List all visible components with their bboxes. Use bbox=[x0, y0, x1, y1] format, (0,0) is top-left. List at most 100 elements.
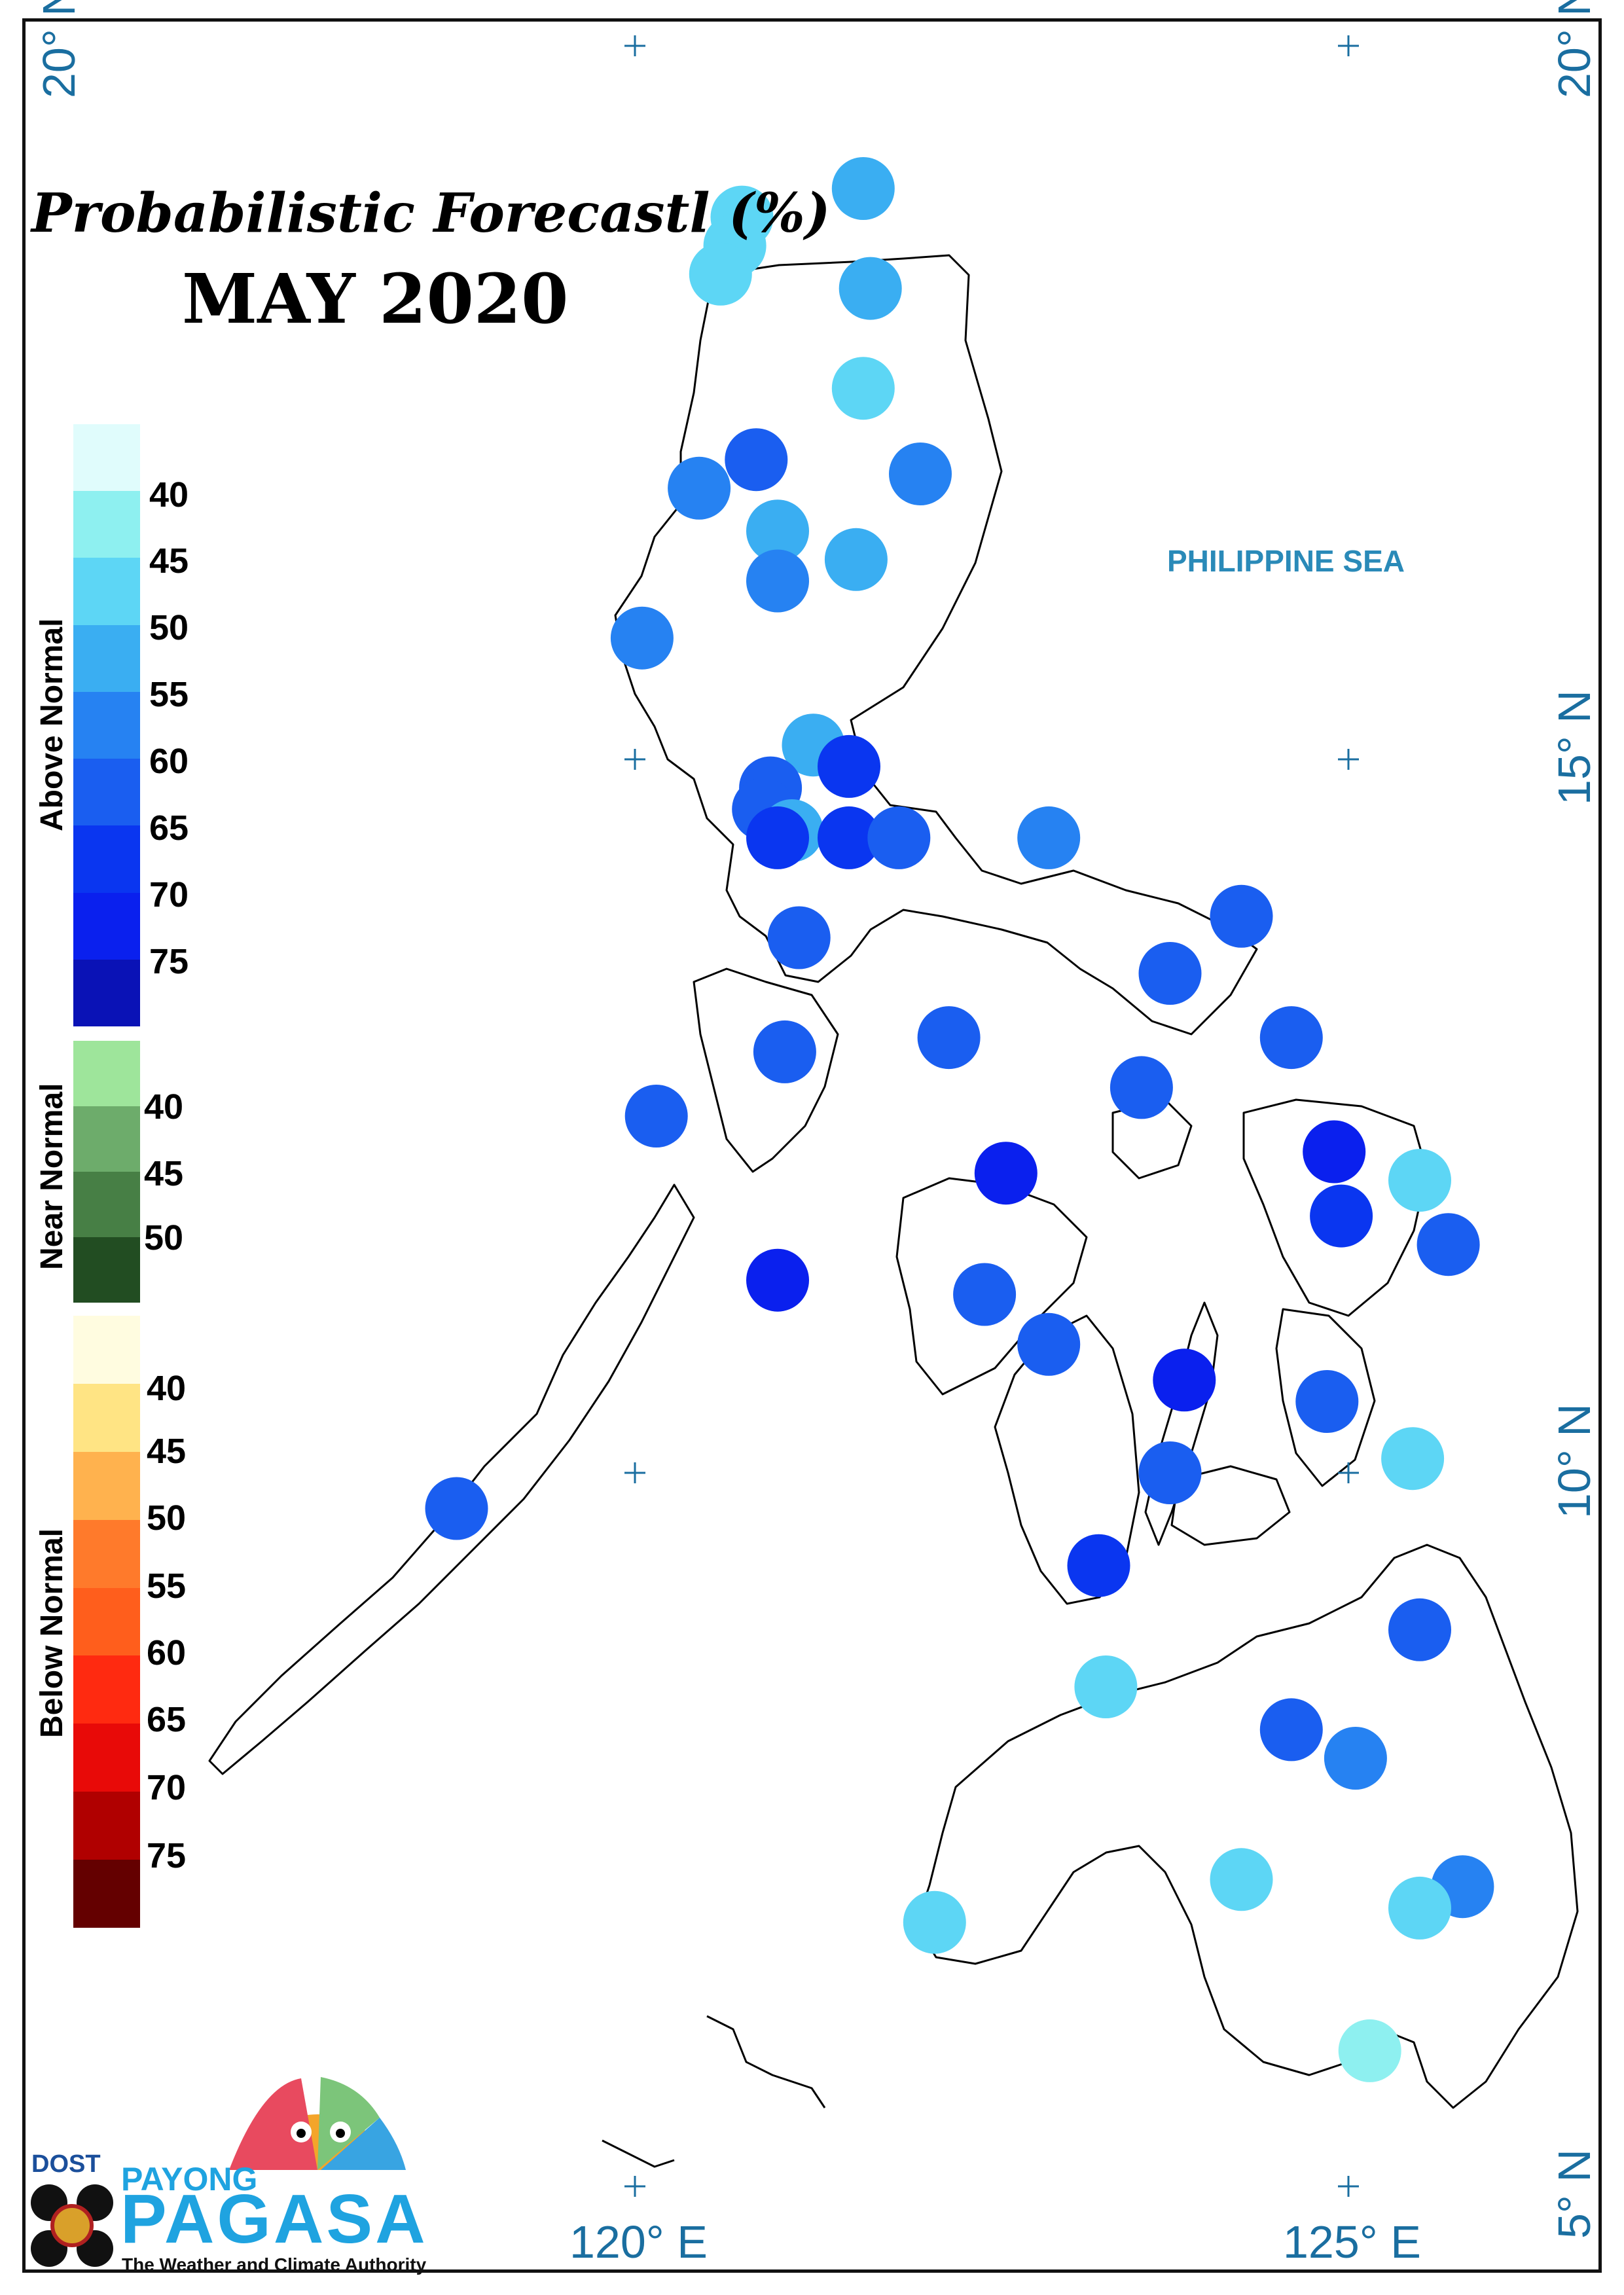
legend-color-step bbox=[73, 1792, 140, 1860]
legend-above-tick-75: 75 bbox=[149, 942, 189, 981]
station-marker bbox=[831, 157, 895, 220]
station-marker bbox=[1324, 1727, 1387, 1790]
station-marker bbox=[746, 499, 809, 563]
station-marker bbox=[974, 1142, 1038, 1205]
legend-above-tick-55: 55 bbox=[149, 675, 189, 714]
legend-near-normal-bar bbox=[73, 1041, 140, 1303]
legend-color-step bbox=[73, 1587, 140, 1656]
station-marker bbox=[1138, 1441, 1202, 1504]
station-marker bbox=[1338, 2019, 1401, 2082]
legend-color-step bbox=[73, 1041, 140, 1106]
station-marker bbox=[889, 443, 952, 505]
legend-color-step bbox=[73, 1172, 140, 1237]
legend-above-tick-70: 70 bbox=[149, 875, 189, 914]
lat-label-top-left: 20° N bbox=[33, 0, 84, 98]
legend-below-normal-label: Below Normal bbox=[35, 1528, 69, 1738]
station-marker bbox=[831, 357, 895, 420]
station-marker bbox=[1310, 1184, 1373, 1248]
station-marker bbox=[746, 806, 809, 869]
legend-color-step bbox=[73, 691, 140, 759]
station-marker bbox=[1017, 806, 1081, 869]
lon-label-120: 120° E bbox=[569, 2216, 708, 2268]
coastline-palawan bbox=[208, 1184, 695, 1775]
legend-below-tick-45: 45 bbox=[147, 1432, 187, 1471]
legend-color-step bbox=[73, 825, 140, 893]
legend-above-tick-45: 45 bbox=[149, 541, 189, 581]
legend-below-tick-55: 55 bbox=[147, 1566, 187, 1606]
map-frame bbox=[22, 18, 1602, 2273]
coastline-tawitawi bbox=[602, 2139, 675, 2168]
legend-color-step bbox=[73, 1237, 140, 1303]
dost-emblem-icon bbox=[31, 2184, 113, 2267]
legend-below-tick-75: 75 bbox=[147, 1836, 187, 1875]
legend-color-step bbox=[73, 1724, 140, 1792]
lat-label-5: 5° N bbox=[1549, 2149, 1600, 2239]
station-marker bbox=[746, 549, 809, 613]
lat-label-10: 10° N bbox=[1549, 1403, 1600, 1519]
station-marker bbox=[953, 1263, 1017, 1326]
station-marker bbox=[824, 528, 888, 591]
legend-color-step bbox=[73, 759, 140, 826]
graticule-crosses bbox=[624, 35, 1359, 2197]
station-marker bbox=[903, 1890, 966, 1954]
coastline-mindoro bbox=[693, 967, 839, 1173]
logo-tagline-text: The Weather and Climate Authority bbox=[122, 2254, 427, 2275]
station-marker bbox=[1259, 1698, 1323, 1762]
legend-color-step bbox=[73, 1451, 140, 1520]
logo-dost-text: DOST bbox=[31, 2150, 101, 2178]
legend-above-normal-bar bbox=[73, 424, 140, 1026]
legend-color-step bbox=[73, 424, 140, 492]
station-marker bbox=[1381, 1427, 1445, 1491]
station-marker bbox=[917, 1006, 981, 1070]
legend-above-tick-65: 65 bbox=[149, 808, 189, 848]
coastline-luzon bbox=[614, 254, 1258, 1036]
station-marker bbox=[425, 1477, 488, 1540]
legend-color-step bbox=[73, 1519, 140, 1588]
station-marker bbox=[689, 242, 752, 306]
coastline bbox=[208, 254, 1579, 2168]
station-marker bbox=[624, 1085, 688, 1148]
legend-above-normal-label: Above Normal bbox=[35, 618, 69, 831]
coastline-negros bbox=[994, 1314, 1140, 1605]
coastline-mindanao bbox=[915, 1544, 1579, 2109]
station-marker bbox=[1017, 1312, 1081, 1376]
legend-below-tick-70: 70 bbox=[147, 1768, 187, 1807]
logo-pagasa-text: PAGASA bbox=[120, 2180, 428, 2258]
station-marker bbox=[725, 428, 788, 492]
legend-near-tick-40: 40 bbox=[144, 1087, 184, 1127]
coastline-sulu bbox=[706, 2015, 826, 2108]
legend-color-step bbox=[73, 1655, 140, 1724]
lat-label-15: 15° N bbox=[1549, 690, 1600, 805]
coastline-samar bbox=[1242, 1098, 1428, 1317]
coastline-bohol bbox=[1170, 1465, 1291, 1546]
lon-label-125: 125° E bbox=[1283, 2216, 1421, 2268]
legend-above-tick-60: 60 bbox=[149, 742, 189, 781]
umbrella-icon bbox=[229, 2077, 406, 2170]
legend-below-tick-40: 40 bbox=[147, 1369, 187, 1408]
station-marker bbox=[818, 806, 880, 869]
station-marker bbox=[753, 1020, 816, 1083]
station-marker bbox=[1153, 1348, 1216, 1412]
legend-color-step bbox=[73, 1106, 140, 1172]
station-marker bbox=[610, 606, 674, 670]
legend-color-step bbox=[73, 558, 140, 625]
station-marker bbox=[1303, 1120, 1366, 1184]
legend-above-tick-50: 50 bbox=[149, 608, 189, 647]
station-marker bbox=[1416, 1213, 1480, 1276]
station-marker bbox=[668, 456, 731, 520]
station-marker bbox=[767, 906, 831, 969]
station-marker bbox=[1388, 1598, 1451, 1661]
sea-label: PHILIPPINE SEA bbox=[1167, 544, 1405, 578]
station-marker bbox=[746, 1248, 809, 1312]
legend-below-tick-65: 65 bbox=[147, 1700, 187, 1739]
station-marker bbox=[1210, 1848, 1273, 1911]
station-marker bbox=[1067, 1534, 1130, 1597]
coastline-cebu bbox=[1144, 1301, 1219, 1546]
title-line1: Probabilistic Forecastl (%) bbox=[31, 182, 831, 245]
legend-above-tick-40: 40 bbox=[149, 475, 189, 515]
logo-payong-text: PAYONG bbox=[121, 2161, 258, 2197]
legend-near-tick-45: 45 bbox=[144, 1154, 184, 1193]
station-marker bbox=[818, 734, 880, 798]
station-marker bbox=[1295, 1370, 1359, 1433]
